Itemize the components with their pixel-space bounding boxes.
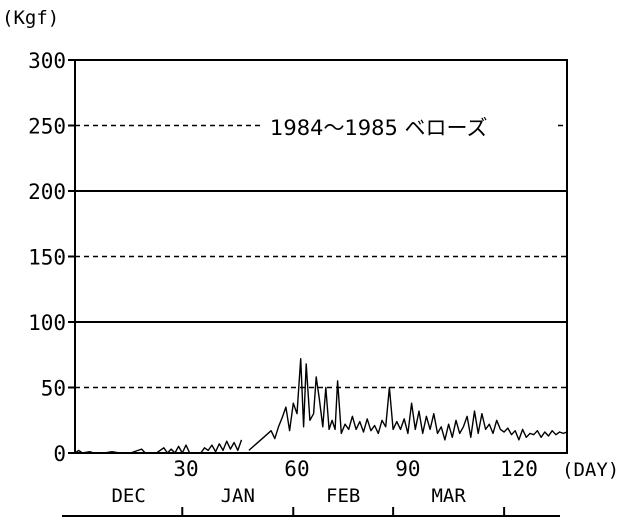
- series-layer: [74, 358, 568, 454]
- month-label-jan: JAN: [221, 485, 255, 507]
- y-tick-label-250: 250: [28, 115, 66, 139]
- month-axis: DEC JAN FEB MAR: [62, 485, 560, 517]
- series-line-segment-3: [248, 358, 568, 451]
- chart-annotation: 1984〜1985 ベローズ: [270, 116, 488, 140]
- y-tick-label-200: 200: [28, 180, 66, 204]
- series-line-segment-2: [200, 439, 243, 454]
- tick-layer: 0 50 100 150 200 250 300 30 60 90 120: [28, 49, 538, 481]
- series-line-segment-1: [74, 444, 191, 454]
- y-tick-label-50: 50: [41, 377, 66, 401]
- x-axis-title: (DAY): [562, 459, 619, 481]
- y-axis-title: (Kgf): [2, 7, 59, 29]
- y-tick-label-300: 300: [28, 49, 66, 73]
- y-tick-label-0: 0: [53, 442, 66, 466]
- y-tick-label-100: 100: [28, 311, 66, 335]
- x-tick-label-30: 30: [173, 457, 198, 481]
- month-label-dec: DEC: [111, 485, 145, 507]
- month-label-feb: FEB: [326, 485, 360, 507]
- x-tick-label-60: 60: [284, 457, 309, 481]
- x-tick-label-120: 120: [500, 457, 538, 481]
- y-tick-label-150: 150: [28, 246, 66, 270]
- month-label-mar: MAR: [431, 485, 466, 507]
- grid-lines: [75, 124, 567, 389]
- x-tick-label-90: 90: [395, 457, 420, 481]
